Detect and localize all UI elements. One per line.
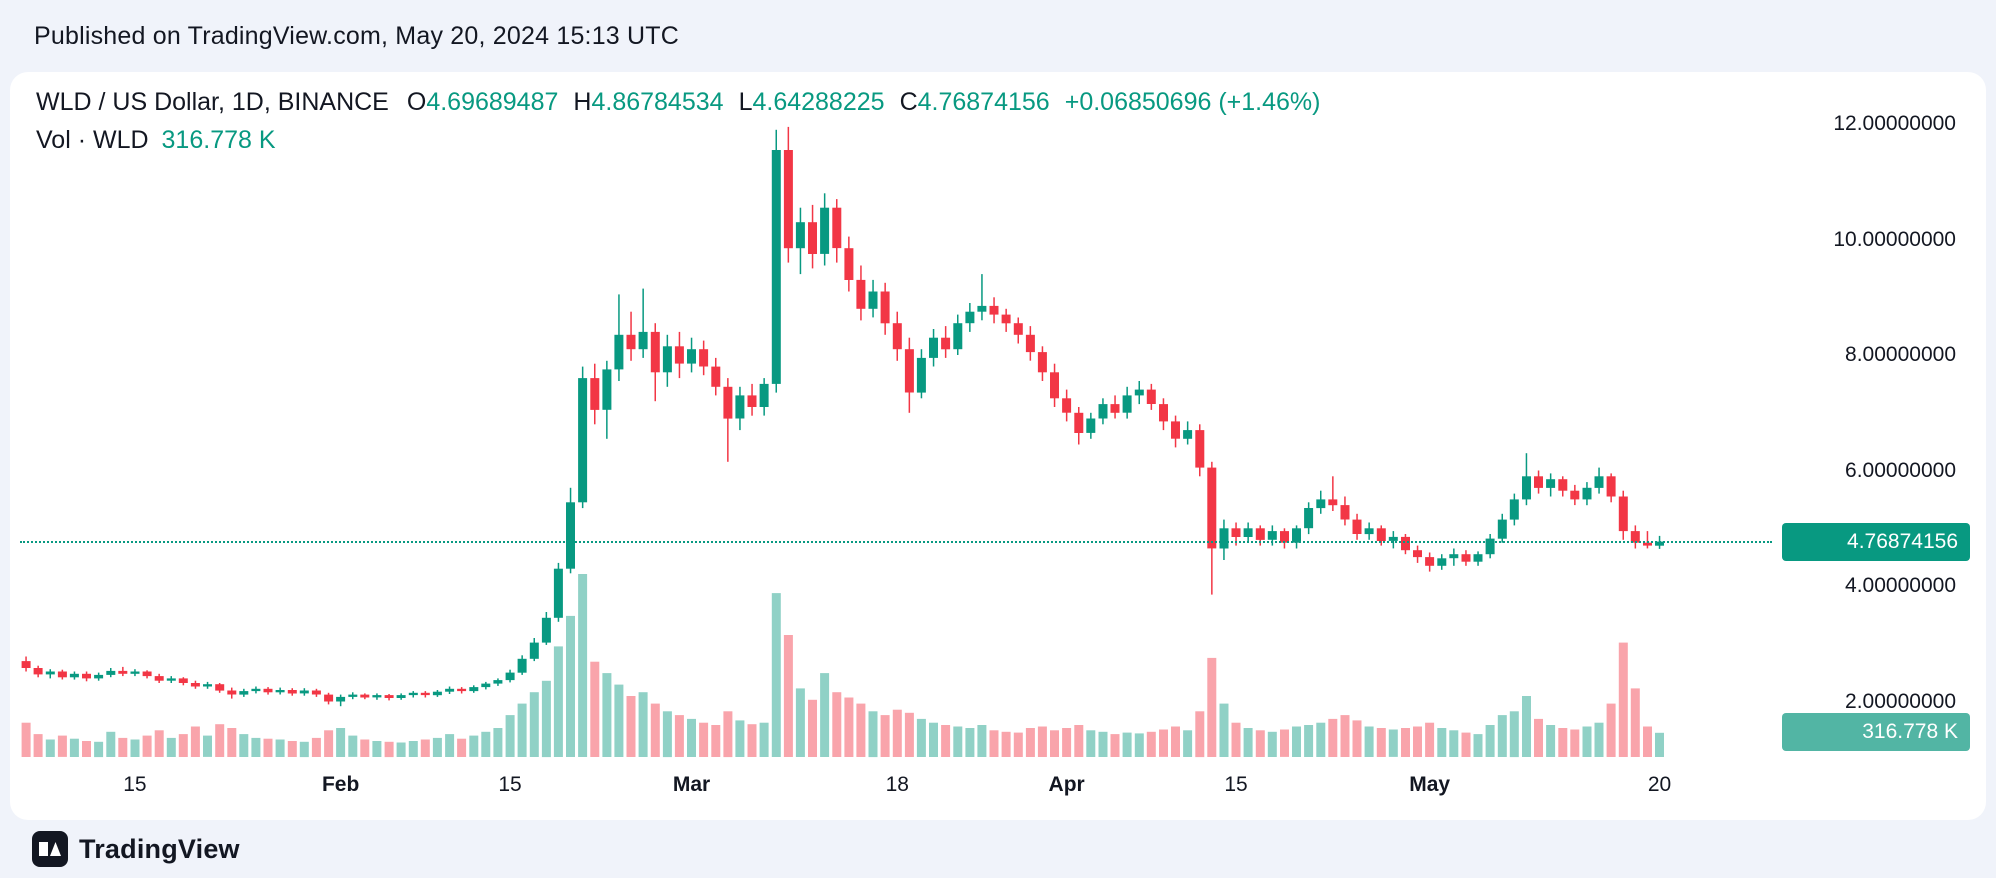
legend-row-volume: Vol · WLD 316.778 K [36,124,1320,156]
published-bar: Published on TradingView.com, May 20, 20… [0,0,1996,72]
time-axis-label: Mar [672,773,711,796]
close-value: C4.76874156 [899,88,1050,116]
time-axis-label: Apr [1048,773,1085,796]
volume-value: 316.778 K [161,126,276,154]
price-axis-label: 4.00000000 [1845,574,1956,597]
published-text: Published on TradingView.com, May 20, 20… [34,21,680,50]
footer: TradingView [0,820,1996,878]
high-value: H4.86784534 [573,88,724,116]
time-axis-label: Feb [321,773,360,796]
current-volume-badge: 316.778 K [1782,713,1970,751]
time-axis-label: 15 [498,773,522,796]
low-value: L4.64288225 [738,88,885,116]
volume-label[interactable]: Vol · WLD [36,126,149,154]
price-axis-label: 8.00000000 [1845,343,1956,366]
candlestick-chart[interactable] [10,72,1986,820]
price-axis-label: 12.00000000 [1833,112,1956,135]
brand-name[interactable]: TradingView [79,833,240,864]
candles [21,126,1664,707]
price-axis-label: 6.00000000 [1845,458,1956,482]
tradingview-logo-icon[interactable] [32,831,68,867]
volume-bars [21,574,1664,758]
time-axis-label: 15 [1224,773,1248,796]
chart-card: WLD / US Dollar, 1D, BINANCE O4.69689487… [10,72,1986,820]
time-axis-label: 20 [1647,773,1672,796]
chart-legend: WLD / US Dollar, 1D, BINANCE O4.69689487… [36,86,1320,162]
time-axis-label: 15 [123,773,147,796]
change-value: +0.06850696 (+1.46%) [1064,88,1321,116]
time-axis-label: May [1409,773,1451,796]
price-axis-label: 10.00000000 [1833,227,1956,251]
legend-row-symbol: WLD / US Dollar, 1D, BINANCE O4.69689487… [36,86,1320,118]
open-value: O4.69689487 [406,88,559,116]
time-axis-label: 18 [885,773,909,796]
price-axis-label: 2.00000000 [1845,689,1956,713]
symbol-title[interactable]: WLD / US Dollar, 1D, BINANCE [36,88,389,116]
current-price-line [20,540,1772,543]
current-price-badge: 4.76874156 [1782,522,1970,561]
